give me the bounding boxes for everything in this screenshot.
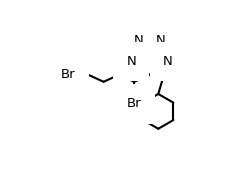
Text: N: N	[133, 34, 143, 47]
Text: N: N	[163, 55, 173, 68]
Text: N: N	[126, 55, 136, 68]
Text: N: N	[156, 34, 166, 47]
Text: Br: Br	[61, 68, 76, 81]
Text: Br: Br	[127, 97, 142, 110]
